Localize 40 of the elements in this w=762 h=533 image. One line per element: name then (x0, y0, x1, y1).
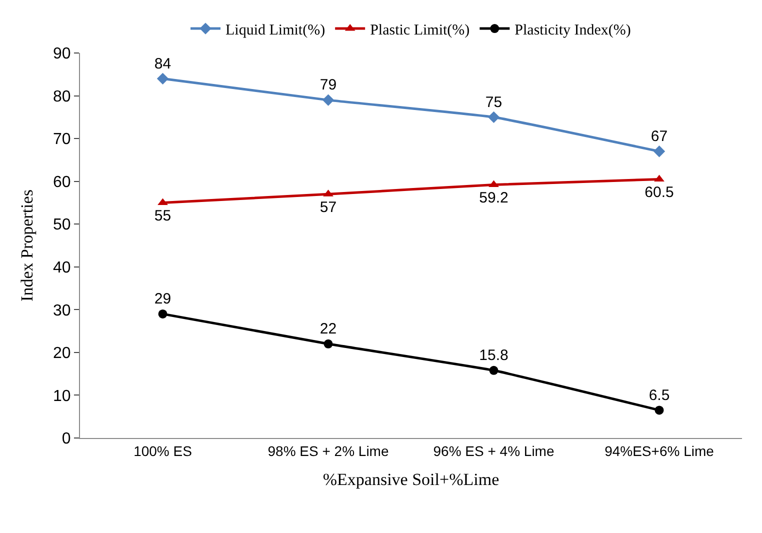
y-tick-label: 10 (53, 388, 71, 405)
y-tick-label: 40 (53, 259, 71, 276)
y-tick-label: 90 (53, 46, 71, 63)
y-tick-label: 0 (62, 430, 71, 448)
data-label: 59.2 (479, 190, 508, 207)
data-label: 79 (320, 76, 337, 94)
data-label: 84 (154, 55, 172, 72)
y-tick-label: 20 (53, 345, 71, 362)
data-label: 67 (650, 128, 668, 146)
y-tick-label: 80 (53, 88, 71, 106)
point (324, 339, 333, 348)
data-label: 22 (320, 320, 337, 338)
x-tick-label: 100% ES (134, 442, 192, 459)
y-axis-title: Index Properties (18, 190, 37, 302)
point (322, 94, 334, 106)
point (156, 72, 169, 85)
x-tick-label: 94%ES+6% Lime (604, 442, 714, 459)
legend-label: Plastic Limit(%) (370, 22, 470, 38)
point (488, 180, 499, 188)
y-tick-label: 60 (53, 174, 71, 191)
data-label: 29 (154, 290, 172, 308)
data-label: 6.5 (648, 386, 670, 404)
y-tick-label: 70 (53, 131, 71, 148)
y-tick-label: 30 (53, 302, 71, 320)
point (488, 111, 500, 124)
data-label: 57 (320, 199, 337, 216)
point (653, 146, 666, 158)
x-tick-label: 96% ES + 4% Lime (433, 442, 554, 459)
point (158, 309, 168, 318)
data-label: 60.5 (644, 184, 674, 202)
x-axis-title: %Expansive Soil+%Lime (322, 470, 500, 490)
point (489, 366, 498, 375)
data-label: 75 (485, 94, 502, 111)
y-tick-label: 50 (53, 216, 71, 234)
data-label: 15.8 (479, 347, 508, 364)
data-label: 55 (154, 208, 172, 225)
legend-label: Liquid Limit(%) (226, 22, 326, 38)
legend-label: Plasticity Index(%) (514, 22, 631, 38)
x-tick-label: 98% ES + 2% Lime (268, 442, 389, 459)
point (654, 406, 664, 415)
